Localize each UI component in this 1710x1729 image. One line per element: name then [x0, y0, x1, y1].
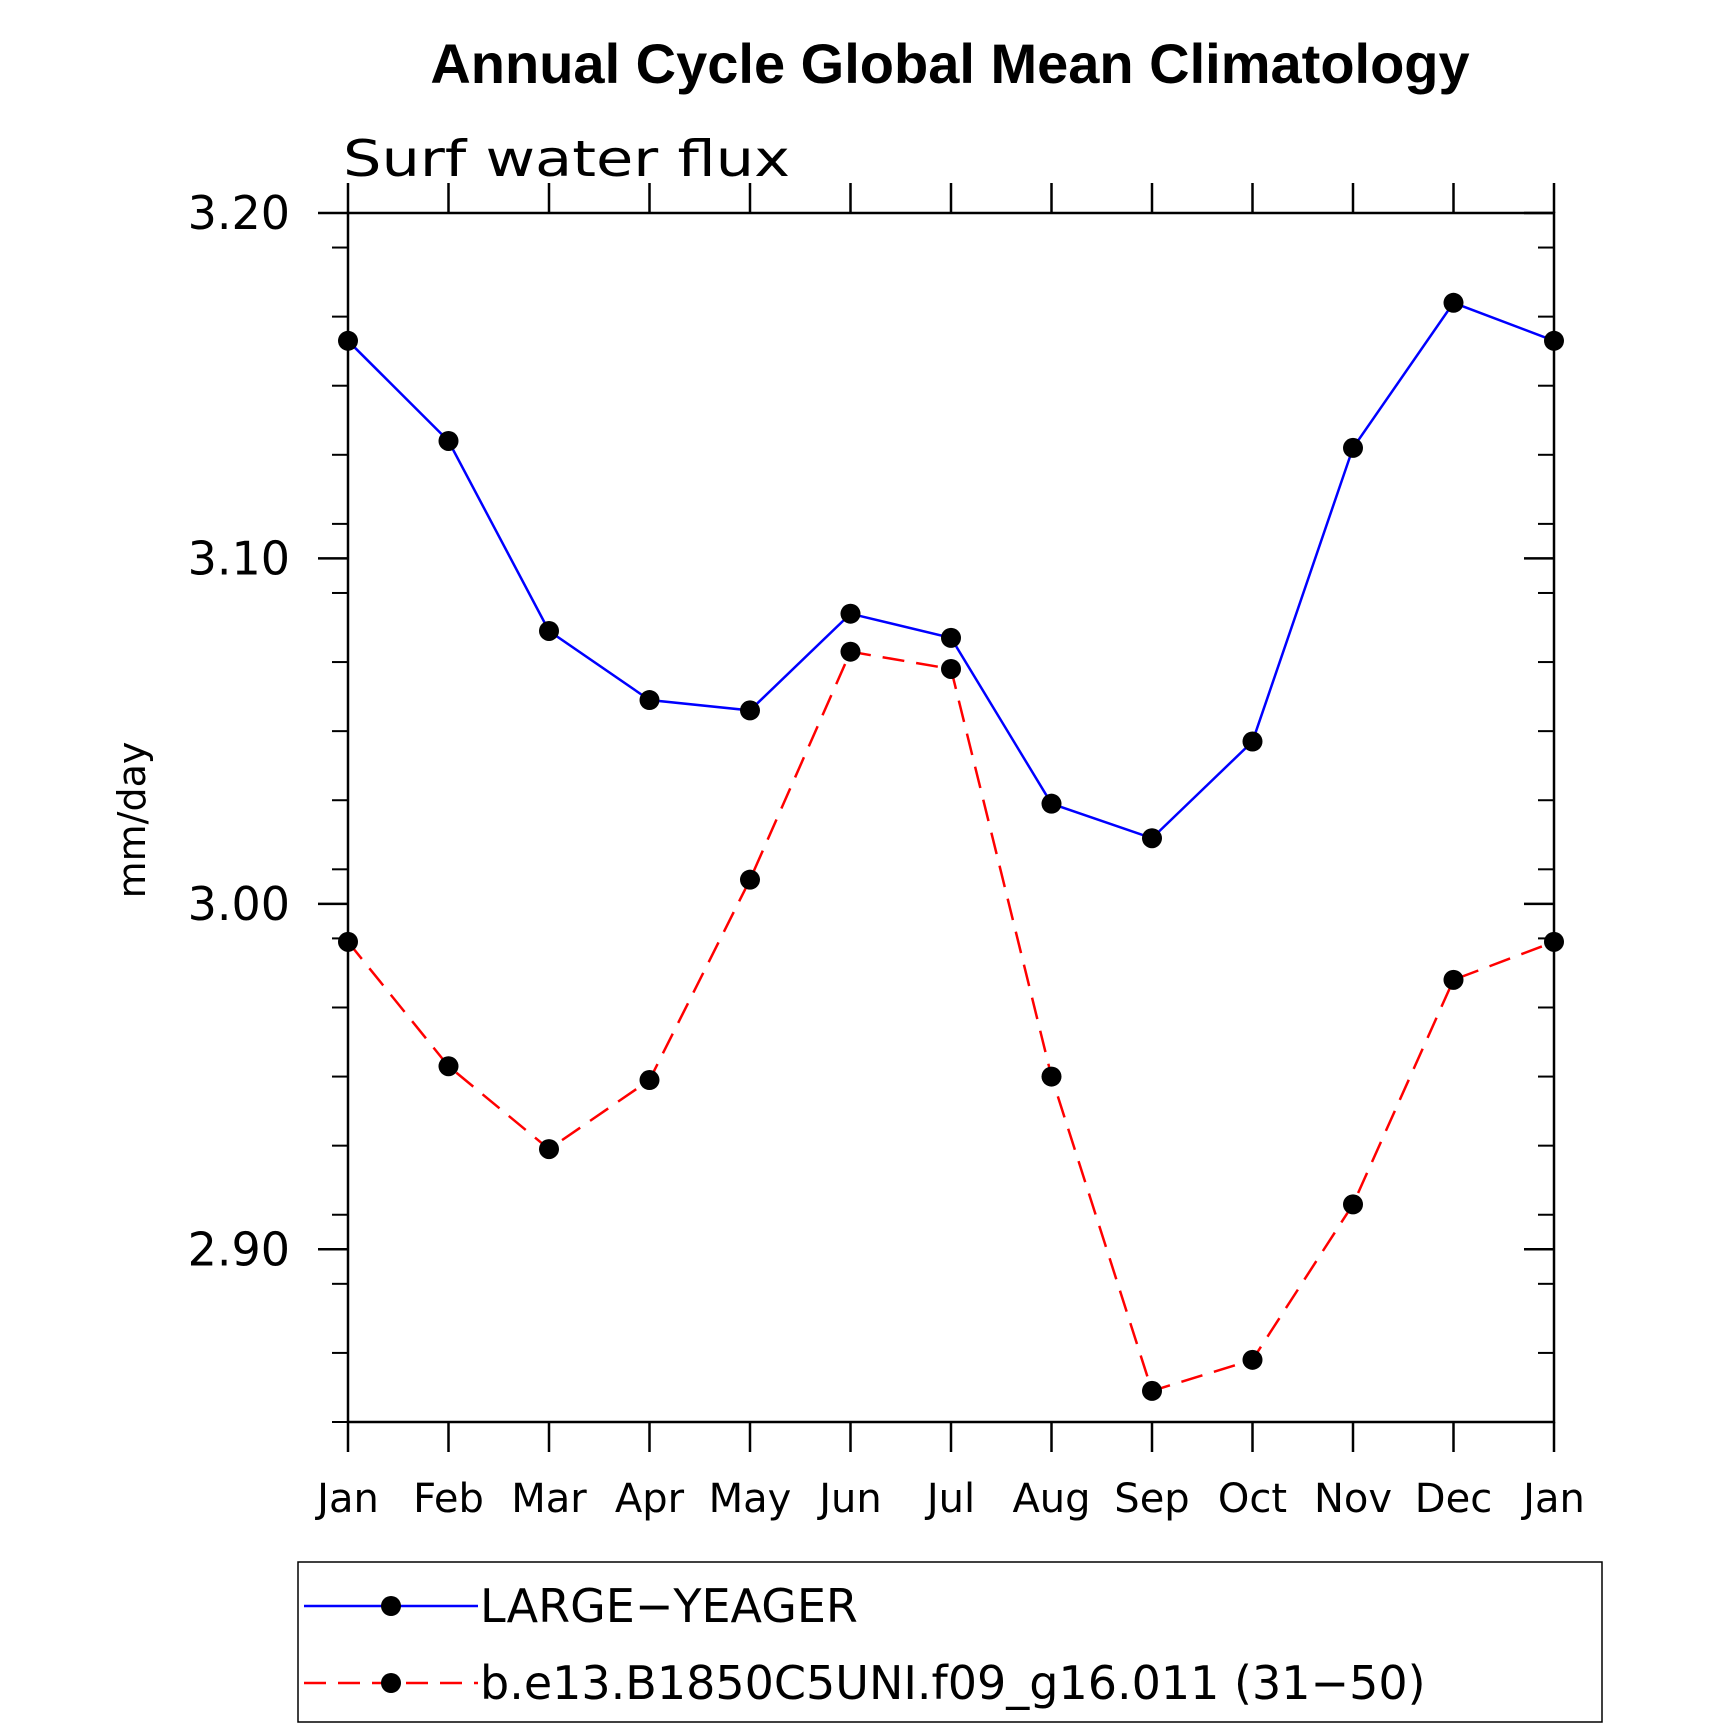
x-tick-label: Nov	[1314, 1476, 1392, 1522]
x-tick-label: Aug	[1012, 1476, 1090, 1522]
data-point	[1041, 1066, 1062, 1087]
x-tick-label: May	[709, 1476, 792, 1522]
legend-label: LARGE−YEAGER	[480, 1579, 858, 1633]
x-tick-label: Jan	[1520, 1476, 1585, 1522]
data-point	[1142, 828, 1162, 849]
data-point	[438, 430, 459, 451]
y-tick-label: 3.10	[188, 531, 290, 585]
x-tick-label: Mar	[511, 1476, 587, 1522]
y-axis-label: mm/day	[110, 742, 154, 899]
legend-marker	[381, 1596, 401, 1616]
y-tick-label: 3.20	[188, 186, 290, 240]
x-tick-label: Jan	[314, 1476, 379, 1522]
x-tick-labels: Jan Feb Mar Apr May Jun Jul Aug Sep Oct Nov Dec Jan	[314, 1476, 1585, 1522]
x-tick-label: Oct	[1218, 1476, 1287, 1522]
data-point	[639, 690, 660, 711]
y-tick-label: 3.00	[188, 877, 290, 931]
x-tick-label: Jun	[816, 1476, 882, 1522]
x-tick-label: Dec	[1415, 1476, 1492, 1522]
x-tick-label: Sep	[1114, 1476, 1189, 1522]
data-point	[1443, 292, 1464, 313]
data-point	[740, 869, 760, 890]
data-point	[1242, 731, 1263, 752]
data-point	[1343, 437, 1363, 458]
data-point	[338, 330, 358, 351]
data-point	[1041, 793, 1062, 814]
series-layer	[338, 292, 1564, 1401]
data-point	[639, 1070, 660, 1091]
legend-box	[297, 1561, 1603, 1723]
chart-subtitle: Surf water flux	[343, 130, 790, 188]
axes-ticks	[318, 183, 1556, 1452]
x-tick-label: Jul	[924, 1476, 975, 1522]
data-point	[338, 931, 358, 952]
data-point	[1544, 330, 1564, 351]
x-tick-label: Apr	[615, 1476, 685, 1522]
legend-label: b.e13.B1850C5UNI.f09_g16.011 (31−50)	[480, 1656, 1426, 1710]
data-point	[840, 641, 861, 662]
data-point	[840, 603, 861, 624]
x-tick-label: Feb	[413, 1476, 484, 1522]
chart-title: Annual Cycle Global Mean Climatology	[430, 32, 1469, 95]
legend: LARGE−YEAGER b.e13.B1850C5UNI.f09_g16.011…	[304, 1579, 1426, 1710]
data-point	[438, 1056, 459, 1077]
series-line	[347, 301, 1555, 840]
legend-marker	[381, 1673, 401, 1693]
data-point	[1242, 1349, 1263, 1370]
data-point	[1544, 931, 1564, 952]
data-point	[941, 658, 961, 679]
data-point	[1443, 969, 1464, 990]
data-point	[1343, 1194, 1363, 1215]
data-point	[941, 627, 961, 648]
series-line	[347, 650, 1555, 1393]
data-point	[740, 700, 760, 721]
data-point	[539, 1139, 559, 1160]
y-tick-labels: 2.90 3.00 3.10 3.20	[188, 186, 290, 1276]
y-tick-label: 2.90	[188, 1222, 290, 1276]
plot-frame	[346, 211, 1556, 1424]
data-point	[1142, 1380, 1162, 1401]
data-point	[539, 620, 559, 641]
